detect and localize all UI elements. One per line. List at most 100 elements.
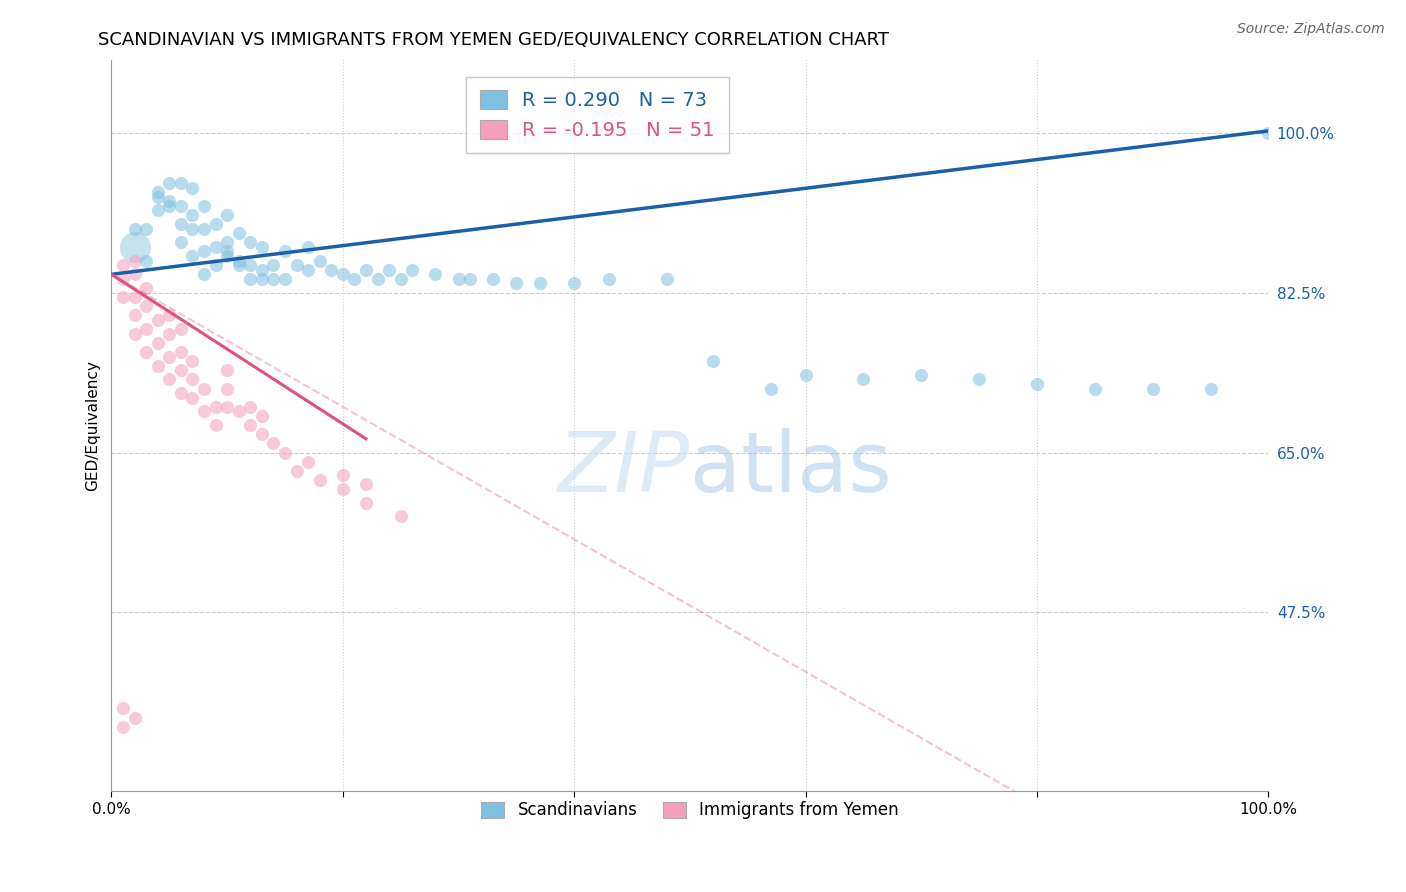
Point [967,372,990,386]
Y-axis label: GED/Equivalency: GED/Equivalency [86,359,100,491]
Point [135,322,157,336]
Point [228,404,250,418]
Point [124,290,146,304]
Point [146,203,169,218]
Point [111,258,134,272]
Point [598,272,620,286]
Point [262,436,284,450]
Point [910,368,932,382]
Point [146,335,169,350]
Point [204,240,226,254]
Point [297,240,319,254]
Point [124,253,146,268]
Point [111,272,134,286]
Point [217,363,239,377]
Point [389,272,412,286]
Point [354,477,377,491]
Point [146,189,169,203]
Point [217,208,239,222]
Point [170,345,193,359]
Point [794,368,817,382]
Point [285,464,308,478]
Point [482,272,505,286]
Point [297,455,319,469]
Point [367,272,389,286]
Point [228,226,250,240]
Point [135,221,157,235]
Point [354,262,377,277]
Point [655,272,678,286]
Point [181,372,204,386]
Point [354,496,377,510]
Point [297,262,319,277]
Point [181,180,204,194]
Point [157,309,180,323]
Point [425,268,447,282]
Point [217,249,239,263]
Point [146,313,169,327]
Point [146,359,169,373]
Point [170,176,193,190]
Point [135,345,157,359]
Point [1084,382,1107,396]
Point [181,221,204,235]
Point [193,382,215,396]
Point [250,409,273,423]
Legend: Scandinavians, Immigrants from Yemen: Scandinavians, Immigrants from Yemen [474,795,905,826]
Point [308,253,330,268]
Point [321,262,343,277]
Text: ZIP: ZIP [558,428,690,509]
Point [250,272,273,286]
Point [217,244,239,259]
Point [852,372,875,386]
Point [204,258,226,272]
Point [458,272,481,286]
Point [193,221,215,235]
Point [239,258,262,272]
Point [759,382,782,396]
Point [378,262,401,277]
Point [124,309,146,323]
Point [157,372,180,386]
Point [1257,126,1279,140]
Text: atlas: atlas [690,428,891,509]
Point [401,262,423,277]
Point [124,326,146,341]
Point [343,272,366,286]
Point [157,350,180,364]
Text: Source: ZipAtlas.com: Source: ZipAtlas.com [1237,22,1385,37]
Point [124,240,146,254]
Point [332,468,354,483]
Point [217,400,239,414]
Point [562,277,585,291]
Point [170,199,193,213]
Point [239,400,262,414]
Point [308,473,330,487]
Point [529,277,551,291]
Point [274,445,297,459]
Point [124,221,146,235]
Point [239,235,262,250]
Point [1026,376,1049,391]
Point [332,482,354,496]
Point [228,253,250,268]
Point [262,258,284,272]
Point [239,272,262,286]
Point [204,418,226,433]
Point [250,427,273,442]
Point [447,272,470,286]
Point [239,418,262,433]
Point [181,208,204,222]
Point [702,354,724,368]
Point [170,235,193,250]
Point [157,176,180,190]
Point [111,720,134,734]
Point [262,272,284,286]
Point [146,185,169,199]
Point [274,244,297,259]
Point [332,268,354,282]
Point [217,382,239,396]
Point [124,710,146,724]
Point [1199,382,1222,396]
Point [285,258,308,272]
